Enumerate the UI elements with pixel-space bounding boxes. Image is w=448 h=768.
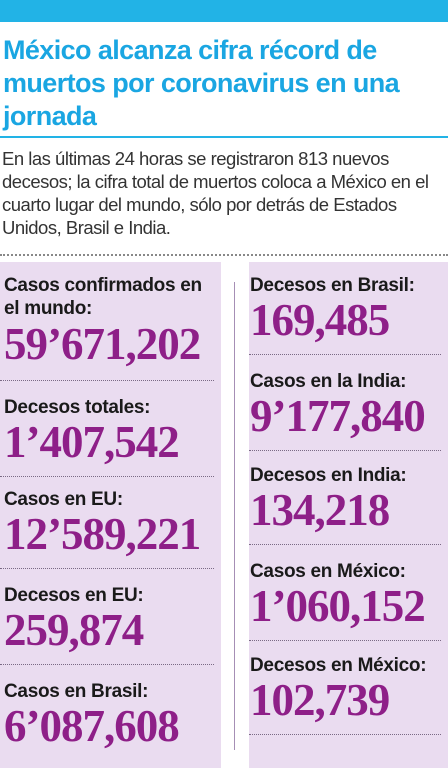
stat-value: 102,739 — [250, 675, 390, 725]
stat-label: Casos en México: — [250, 561, 406, 582]
stat-label: Decesos en Brasil: — [250, 275, 415, 296]
stat-separator — [249, 734, 441, 735]
stat-mexico-deaths: Decesos en México: 102,739 — [250, 654, 448, 723]
stat-value: 259,874 — [4, 605, 144, 655]
stat-value: 12’589,221 — [4, 509, 201, 559]
stat-separator — [0, 476, 214, 477]
stat-value: 134,218 — [250, 485, 390, 535]
stat-separator — [0, 380, 214, 381]
stat-separator — [249, 450, 441, 451]
stat-world-cases: Casos confirmados en el mundo: 59’671,20… — [4, 274, 204, 367]
stat-label: Decesos en México: — [250, 655, 427, 676]
stat-separator — [249, 354, 441, 355]
left-stats-column: Casos confirmados en el mundo: 59’671,20… — [0, 262, 221, 768]
stat-value: 59’671,202 — [4, 319, 201, 369]
stat-label: Casos en EU: — [4, 489, 123, 510]
right-stats-column: Decesos en Brasil: 169,485 Casos en la I… — [249, 262, 448, 768]
stat-value: 9’177,840 — [250, 391, 426, 441]
stat-value: 1’407,542 — [4, 417, 180, 467]
lede-paragraph: En las últimas 24 horas se registraron 8… — [2, 148, 429, 238]
stat-label: Decesos totales: — [4, 397, 151, 418]
stat-us-cases: Casos en EU: 12’589,221 — [4, 488, 204, 557]
stat-separator — [249, 544, 441, 545]
stat-separator — [0, 568, 214, 569]
stat-india-cases: Casos en la India: 9’177,840 — [250, 370, 448, 439]
stat-label: Casos confirmados en el mundo: — [4, 275, 202, 319]
column-divider — [234, 282, 235, 750]
stat-india-deaths: Decesos en India: 134,218 — [250, 464, 448, 533]
stat-separator — [0, 664, 214, 665]
stat-brazil-deaths: Decesos en Brasil: 169,485 — [250, 274, 448, 343]
stat-value: 6’087,608 — [4, 701, 180, 751]
stat-label: Decesos en EU: — [4, 585, 144, 606]
stat-total-deaths: Decesos totales: 1’407,542 — [4, 396, 204, 465]
section-dotted-divider — [0, 254, 448, 256]
stat-value: 1’060,152 — [250, 581, 426, 631]
stat-label: Casos en la India: — [250, 371, 407, 392]
headline-rule — [0, 136, 448, 138]
stat-label: Casos en Brasil: — [4, 681, 149, 702]
stat-mexico-cases: Casos en México: 1’060,152 — [250, 560, 448, 629]
stat-brazil-cases: Casos en Brasil: 6’087,608 — [4, 680, 204, 749]
top-accent-bar — [0, 0, 448, 22]
stat-label: Decesos en India: — [250, 465, 407, 486]
stat-us-deaths: Decesos en EU: 259,874 — [4, 584, 204, 653]
stat-separator — [249, 640, 441, 641]
headline: México alcanza cifra récord de muertos p… — [3, 35, 400, 131]
stat-value: 169,485 — [250, 295, 390, 345]
